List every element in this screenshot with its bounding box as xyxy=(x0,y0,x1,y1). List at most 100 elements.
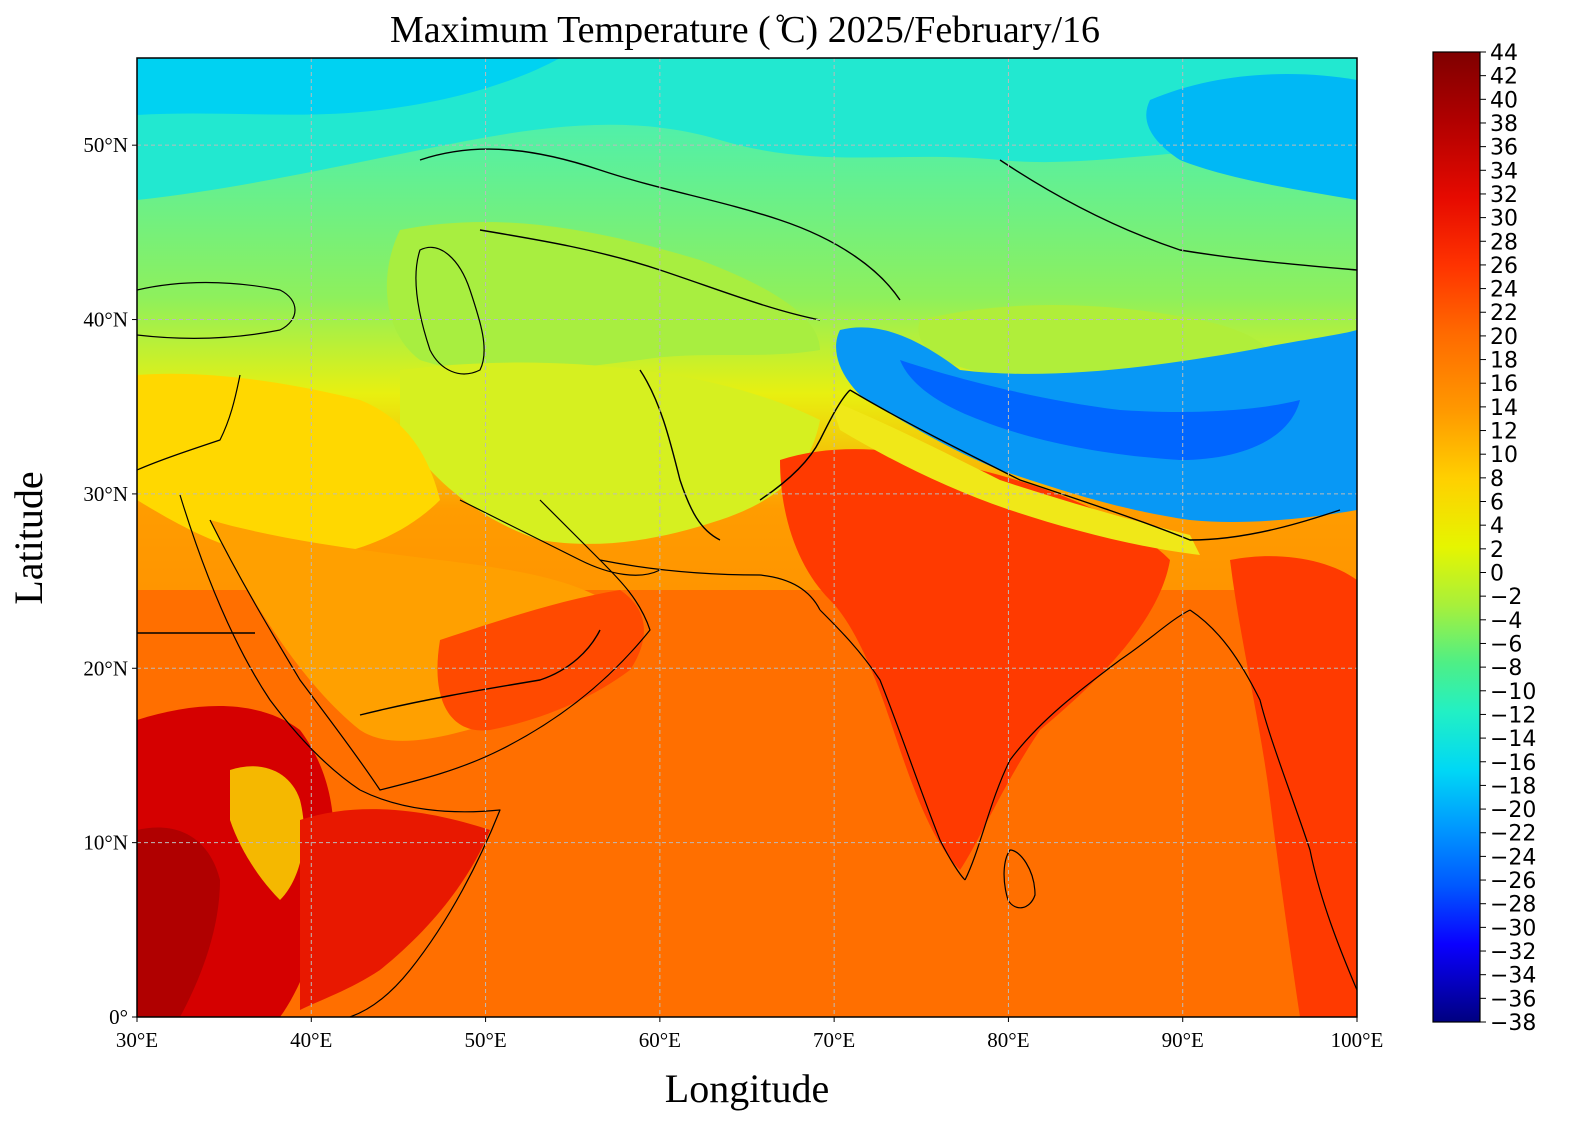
colorbar-tick-label: −36 xyxy=(1490,987,1536,1012)
border-himalaya xyxy=(849,389,1341,541)
siberia-cold xyxy=(1146,74,1357,200)
y-tick-label: 10°N xyxy=(83,831,128,855)
colorbar-tick-label: 32 xyxy=(1490,183,1518,208)
sri-lanka xyxy=(1003,849,1036,909)
colorbar-tick-label: −6 xyxy=(1490,632,1522,657)
colorbar-tick-label: 30 xyxy=(1490,207,1518,232)
india-hot xyxy=(780,449,1170,870)
horn-of-africa-coast xyxy=(349,789,501,1017)
india-east-coast xyxy=(964,609,1191,881)
colorbar-tick-label: 42 xyxy=(1490,65,1518,90)
colorbar-tick-label: 0 xyxy=(1490,561,1504,586)
colorbar-tick-label: 24 xyxy=(1490,278,1518,303)
border-india-pakistan xyxy=(759,389,851,501)
x-tick-label: 70°E xyxy=(813,1028,855,1052)
border-china-mongolia xyxy=(999,159,1357,271)
colorbar-tick-label: −38 xyxy=(1490,1011,1536,1036)
arabian-peninsula-coast xyxy=(209,499,651,791)
y-tick-label: 40°N xyxy=(83,308,128,332)
x-tick-label: 40°E xyxy=(290,1028,332,1052)
map-frame xyxy=(136,57,1358,1018)
colorbar-bar xyxy=(1432,51,1481,1023)
colorbar-tick-label: −12 xyxy=(1490,703,1536,728)
tibetan-core-cold xyxy=(900,360,1300,460)
far-north-cold xyxy=(137,58,560,115)
himalaya-foothills xyxy=(830,400,1200,555)
colorbar-tick-label: 10 xyxy=(1490,443,1518,468)
x-axis-label: Longitude xyxy=(665,1066,829,1111)
colorbar-tick-label: 8 xyxy=(1490,467,1504,492)
caspian-sea xyxy=(415,246,485,375)
colorbar-tick-label: −20 xyxy=(1490,798,1536,823)
colorbar-tick-label: 28 xyxy=(1490,230,1518,255)
y-tick-label: 50°N xyxy=(83,133,128,157)
southeast-asia-hot xyxy=(1230,556,1357,1017)
colorbar-tick-label: 14 xyxy=(1490,396,1518,421)
x-tick-label: 30°E xyxy=(116,1028,158,1052)
colorbar-tick-label: −18 xyxy=(1490,774,1536,799)
colorbar-tick-label: −10 xyxy=(1490,680,1536,705)
ethiopia-highlands xyxy=(230,766,304,900)
graticule xyxy=(137,58,1357,1017)
x-tick-labels: 30°E 40°E 50°E 60°E 70°E 80°E 90°E 100°E xyxy=(116,1017,1383,1052)
map-title: Maximum Temperature ( ̊C) 2025/February/… xyxy=(390,9,1100,51)
colorbar-tick-label: −28 xyxy=(1490,893,1536,918)
colorbar-tick-label: −4 xyxy=(1490,609,1522,634)
colorbar-tick-label: 20 xyxy=(1490,325,1518,350)
red-sea-west-coast xyxy=(179,494,361,791)
colorbar-tick-label: 22 xyxy=(1490,301,1518,326)
iranian-plateau-mild xyxy=(400,362,820,544)
colorbar-tick-label: 26 xyxy=(1490,254,1518,279)
x-tick-label: 50°E xyxy=(464,1028,506,1052)
colorbar-ticks: 4442403836343230282624222018161412108642… xyxy=(1480,41,1536,1036)
colorbar-tick-label: 18 xyxy=(1490,349,1518,374)
colorbar-tick-label: 44 xyxy=(1490,41,1518,66)
somalia-hot xyxy=(300,809,490,1010)
border-central-asia xyxy=(419,148,901,301)
y-axis-label: Latitude xyxy=(6,471,51,604)
colorbar-tick-label: −24 xyxy=(1490,845,1536,870)
colorbar-tick-label: −8 xyxy=(1490,656,1522,681)
levant-warm xyxy=(137,373,440,560)
colorbar-tick-label: 2 xyxy=(1490,538,1504,563)
black-sea xyxy=(137,281,296,339)
colorbar-tick-label: 16 xyxy=(1490,372,1518,397)
y-tick-label: 20°N xyxy=(83,656,128,680)
colorbar-tick-label: 12 xyxy=(1490,420,1518,445)
border-iran-afghanistan xyxy=(639,369,721,541)
colorbar-tick-label: −16 xyxy=(1490,751,1536,776)
india-west-coast xyxy=(819,609,966,881)
y-tick-labels: 0° 10°N 20°N 30°N 40°N 50°N xyxy=(83,133,137,1029)
colorbar-tick-label: 34 xyxy=(1490,159,1518,184)
x-tick-label: 80°E xyxy=(987,1028,1029,1052)
x-tick-label: 60°E xyxy=(639,1028,681,1052)
colorbar-tick-label: 6 xyxy=(1490,491,1504,516)
colorbar-tick-label: −22 xyxy=(1490,822,1536,847)
colorbar-tick-label: 38 xyxy=(1490,112,1518,137)
colorbar: 4442403836343230282624222018161412108642… xyxy=(1432,41,1536,1036)
y-tick-label: 30°N xyxy=(83,482,128,506)
colorbar-tick-label: −30 xyxy=(1490,916,1536,941)
colorbar-tick-label: 40 xyxy=(1490,88,1518,113)
sudan-very-hot xyxy=(137,827,220,1017)
oman-yemen-hot xyxy=(437,590,644,731)
temperature-field xyxy=(137,58,1357,1017)
colorbar-tick-label: −26 xyxy=(1490,869,1536,894)
colorbar-tick-label: −14 xyxy=(1490,727,1536,752)
x-tick-label: 90°E xyxy=(1162,1028,1204,1052)
border-saudi-yemen xyxy=(359,629,601,716)
makran-coast xyxy=(599,559,821,611)
colorbar-tick-label: −34 xyxy=(1490,964,1536,989)
central-asia-mild xyxy=(386,221,820,372)
mediterranean-coast xyxy=(137,374,241,471)
bay-of-bengal-east-coast xyxy=(1189,609,1357,991)
colorbar-tick-label: −2 xyxy=(1490,585,1522,610)
tarim-basin-mild xyxy=(918,305,1272,378)
colorbar-tick-label: 36 xyxy=(1490,136,1518,161)
colorbar-tick-label: 4 xyxy=(1490,514,1504,539)
x-tick-label: 100°E xyxy=(1331,1028,1384,1052)
colorbar-tick-label: −32 xyxy=(1490,940,1536,965)
y-tick-label: 0° xyxy=(109,1005,128,1029)
persian-gulf-coast xyxy=(459,499,661,576)
